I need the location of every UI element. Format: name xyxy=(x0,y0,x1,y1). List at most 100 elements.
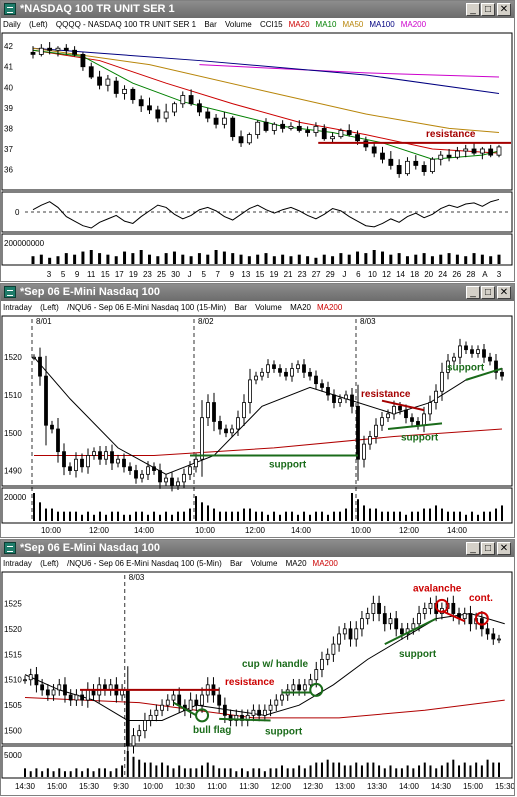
intraday5-volume-bar xyxy=(86,768,89,777)
intraday15-volume-bar xyxy=(237,511,239,521)
intraday5-volume-bar xyxy=(35,768,38,777)
intraday15-volume-bar xyxy=(201,502,203,521)
indicator-list: MA20 MA200 xyxy=(286,559,344,568)
x-tick-label: 23 xyxy=(143,270,152,279)
intraday5-candle xyxy=(228,714,233,721)
intraday5-volume-bar xyxy=(418,765,421,777)
x-tick-label: 10:00 xyxy=(351,526,372,535)
session-date-label: 8/03 xyxy=(129,573,145,582)
intraday5-candle xyxy=(302,684,307,691)
minimize-button[interactable]: _ xyxy=(466,3,480,16)
intraday15-candle xyxy=(314,375,318,385)
chart-window-daily[interactable]: *NASDAQ 100 TR UNIT SER 1 _ □ ✕ Daily (L… xyxy=(0,0,515,282)
daily-volume-bar xyxy=(430,256,434,264)
intraday15-volume-bar xyxy=(393,511,395,521)
intraday15-candle xyxy=(110,451,114,464)
intraday15-candle xyxy=(116,458,120,464)
daily-volume-bar xyxy=(422,253,426,264)
intraday5-volume-bar xyxy=(189,768,192,777)
indicator-ma200: MA200 xyxy=(316,303,343,312)
intraday5-candle xyxy=(491,633,496,640)
window-titlebar[interactable]: *NASDAQ 100 TR UNIT SER 1 _ □ ✕ xyxy=(1,1,514,18)
support-label: support xyxy=(399,649,437,660)
intraday5-volume-bar xyxy=(458,765,461,777)
x-tick-label: 15 xyxy=(101,270,110,279)
daily-volume-bar xyxy=(106,254,110,264)
intraday15-volume-bar xyxy=(33,493,35,521)
intraday5-volume-bar xyxy=(303,768,306,777)
daily-candle xyxy=(138,99,144,107)
daily-candle xyxy=(371,146,377,154)
intraday5-volume-bar xyxy=(315,762,318,777)
intraday5-volume-bar xyxy=(69,771,72,777)
daily-volume-bar xyxy=(364,253,368,264)
daily-candle xyxy=(122,88,127,94)
intraday15-candle xyxy=(476,349,480,354)
chart-window-5min[interactable]: *Sep 06 E-Mini Nasdaq 100 _ □ ✕ Intraday… xyxy=(0,539,515,796)
y-tick-label: 41 xyxy=(4,63,13,72)
intraday15-volume-bar xyxy=(291,511,293,521)
intraday15-candle xyxy=(92,451,96,456)
close-button[interactable]: ✕ xyxy=(497,286,511,299)
window-titlebar[interactable]: *Sep 06 E-Mini Nasdaq 100 _ □ ✕ xyxy=(1,284,514,301)
intraday15-candle xyxy=(212,402,216,422)
x-tick-label: 30 xyxy=(171,270,180,279)
intraday5-candle xyxy=(451,602,456,614)
intraday5-volume-bar xyxy=(286,768,289,777)
intraday5-volume-bar xyxy=(338,762,341,777)
daily-volume-bar xyxy=(81,251,85,264)
daily-volume-bar xyxy=(372,250,376,264)
intraday15-candle xyxy=(404,409,408,419)
x-tick-label: J xyxy=(342,270,346,279)
x-tick-label: 17 xyxy=(115,270,124,279)
symbol-label: /NQU6 - Sep 06 E-Mini Nasdaq 100 (15-Min… xyxy=(67,303,227,312)
intraday15-volume-bar xyxy=(141,511,143,521)
daily-volume-bar xyxy=(164,253,168,264)
x-tick-label: 10:00 xyxy=(143,782,164,791)
indicator-ma20: MA20 xyxy=(288,20,310,29)
intraday5-volume-bar xyxy=(126,751,129,777)
close-button[interactable]: ✕ xyxy=(497,542,511,555)
minimize-button[interactable]: _ xyxy=(466,542,480,555)
intraday5-volume-bar xyxy=(24,768,26,777)
maximize-button[interactable]: □ xyxy=(481,3,495,16)
minimize-button[interactable]: _ xyxy=(466,286,480,299)
intraday15-candle xyxy=(242,402,246,419)
x-tick-label: 13:30 xyxy=(367,782,388,791)
x-tick-label: 9 xyxy=(75,270,80,279)
intraday5-candle xyxy=(360,618,364,630)
maximize-button[interactable]: □ xyxy=(481,542,495,555)
symbol-label: /NQU6 - Sep 06 E-Mini Nasdaq 100 (5-Min) xyxy=(67,559,222,568)
x-tick-label: 10:00 xyxy=(41,526,62,535)
intraday5-volume-bar xyxy=(121,765,124,777)
daily-volume-bar xyxy=(297,254,301,264)
intraday15-candle xyxy=(38,356,42,377)
support-label: support xyxy=(447,362,485,373)
intraday5-candle xyxy=(297,684,302,691)
intraday15-candle xyxy=(146,466,150,475)
intraday5-volume-bar xyxy=(132,756,135,777)
close-button[interactable]: ✕ xyxy=(497,3,511,16)
x-tick-label: 5 xyxy=(61,270,66,279)
daily-volume-bar xyxy=(447,253,451,264)
intraday5-candle xyxy=(45,689,50,696)
window-titlebar[interactable]: *Sep 06 E-Mini Nasdaq 100 _ □ ✕ xyxy=(1,540,514,557)
daily-candle xyxy=(380,152,385,160)
intraday15-volume-bar xyxy=(381,511,383,521)
intraday5-volume-bar xyxy=(63,771,66,777)
x-tick-label: 12:30 xyxy=(303,782,324,791)
volume-scale-label: 20000 xyxy=(4,493,27,502)
intraday5-candle xyxy=(160,704,164,711)
axis-label: (Left) xyxy=(29,20,48,29)
daily-volume-bar xyxy=(264,253,268,264)
maximize-button[interactable]: □ xyxy=(481,286,495,299)
chart-window-15min[interactable]: *Sep 06 E-Mini Nasdaq 100 _ □ ✕ Intraday… xyxy=(0,283,515,538)
daily-candle xyxy=(155,109,161,119)
intraday5-candle xyxy=(188,699,193,711)
daily-volume-bar xyxy=(472,253,476,264)
intraday5-candle xyxy=(331,643,336,655)
x-tick-label: 11:00 xyxy=(207,782,227,791)
intraday15-volume-bar xyxy=(417,511,419,521)
intraday15-volume-bar xyxy=(87,511,89,521)
intraday15-volume-bar xyxy=(267,514,269,521)
